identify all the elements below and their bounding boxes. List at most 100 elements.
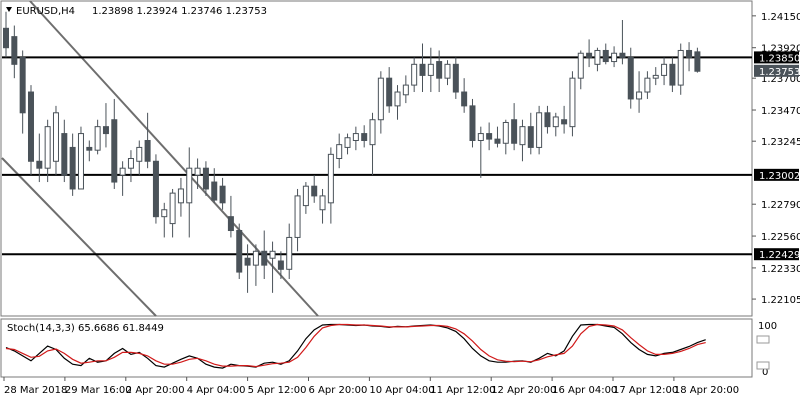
candle-body-bear [461, 91, 468, 107]
collapse-arrow-icon[interactable] [6, 7, 12, 12]
candle-body-bear [27, 91, 34, 162]
candle-body-bull [44, 126, 51, 169]
candle [427, 47, 434, 93]
candle-body-bull [377, 77, 384, 121]
time-tick-label: 4 Apr 04:00 [187, 385, 246, 396]
candle [44, 119, 51, 183]
candle-body-bear [311, 185, 318, 197]
candle [127, 150, 134, 183]
candle-body-bear [144, 139, 151, 162]
candle-body-bear [486, 133, 493, 140]
candle [552, 112, 559, 137]
candle-body-bear [386, 77, 393, 107]
time-tick-label: 10 Apr 04:00 [369, 385, 434, 396]
candle [486, 122, 493, 151]
candle-body-bear [277, 260, 284, 270]
candle-body-bull [186, 167, 193, 204]
price-tick-label: 1.22790 [761, 200, 800, 211]
candle [144, 112, 151, 169]
candle-body-bear [102, 126, 109, 135]
candle [344, 133, 351, 155]
channel-lines[interactable] [1, 0, 319, 317]
line-price-label: 1.22429 [759, 250, 800, 261]
price-tick-label: 1.22330 [761, 264, 800, 275]
candle [227, 195, 234, 238]
candle [152, 154, 159, 224]
time-tick-label: 29 Mar 16:00 [65, 385, 132, 396]
candle-body-bear [211, 181, 218, 201]
candle [402, 75, 409, 104]
candle [211, 168, 218, 203]
candle-body-bear [202, 167, 209, 190]
candle-body-bull [169, 192, 176, 225]
stoch-axis: 100 0 [756, 321, 777, 378]
bid-price-label-bg [754, 64, 799, 77]
candle-body-bull [269, 250, 276, 259]
candle-body-bull [611, 52, 618, 63]
candle-body-bull [302, 185, 309, 207]
candle [619, 20, 626, 65]
stoch-level-marker-upper [756, 335, 770, 344]
price-tick-label: 1.24150 [761, 12, 800, 23]
stoch-pane[interactable] [0, 318, 753, 378]
time-tick-label: 5 Apr 12:00 [248, 385, 307, 396]
candle-body-bull [286, 236, 293, 270]
candle [236, 223, 243, 279]
symbol-label: EURUSD,H4 [16, 6, 75, 17]
candle-body-bull [394, 91, 401, 107]
horizontal-lines [2, 56, 752, 256]
candle [61, 119, 68, 183]
candle [611, 46, 618, 68]
candle [419, 43, 426, 93]
candle-body-bull [519, 126, 526, 146]
candle [277, 251, 284, 279]
stoch-level-marker-lower [756, 361, 770, 370]
candle [319, 188, 326, 224]
candle [669, 57, 676, 93]
candle-body-bull [427, 63, 434, 76]
candle-body-bear [494, 138, 501, 144]
candle [11, 25, 18, 79]
candle-body-bear [694, 51, 701, 72]
candle [477, 126, 484, 178]
candle [577, 50, 584, 90]
candle-body-bull [569, 77, 576, 128]
candle [202, 161, 209, 196]
candle [361, 125, 368, 148]
candle [527, 112, 534, 155]
price-tick-label: 1.23700 [761, 74, 800, 85]
candle [569, 71, 576, 137]
channel-line-lower[interactable] [1, 157, 157, 317]
candle-body-bull [477, 133, 484, 141]
candle [352, 126, 359, 151]
candle [594, 47, 601, 72]
candle-body-bear [11, 36, 18, 65]
price-tick-label: 1.23245 [761, 137, 800, 148]
candle-body-bull [94, 126, 101, 151]
candle [219, 177, 226, 210]
candle-body-bear [627, 56, 634, 100]
candle [436, 50, 443, 93]
candle-body-bull [402, 84, 409, 96]
stoch-lines [5, 323, 706, 369]
candle [336, 133, 343, 169]
time-tick-label: 16 Apr 04:00 [552, 385, 617, 396]
candle-body-bear [111, 119, 118, 183]
candle [677, 43, 684, 95]
candle [169, 188, 176, 238]
candle-body-bear [219, 185, 226, 204]
candle [536, 105, 543, 155]
candle-body-bear [686, 49, 693, 58]
candle [327, 147, 334, 224]
candle-body-bear [361, 133, 368, 141]
candle-body-bull [594, 49, 601, 65]
line-price-label-bg [754, 168, 799, 181]
candle [561, 105, 568, 134]
price-pane[interactable] [0, 0, 753, 317]
price-tick-label: 1.23920 [761, 44, 800, 55]
candle [161, 202, 168, 238]
candle [461, 78, 468, 113]
channel-line-upper[interactable] [29, 0, 319, 317]
candle-body-bear [511, 119, 518, 144]
